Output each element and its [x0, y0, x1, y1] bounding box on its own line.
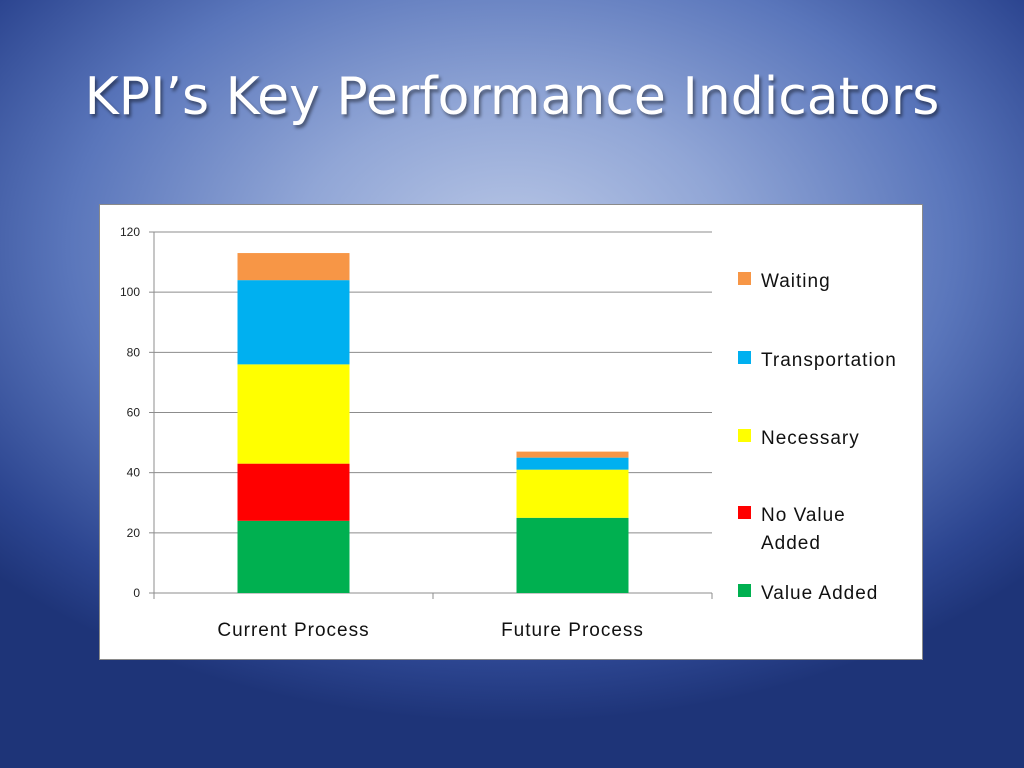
legend-label: Transportation — [761, 350, 897, 371]
bar-transportation — [237, 280, 350, 365]
legend-swatch-waiting — [738, 272, 751, 285]
legend-swatch-necessary — [738, 429, 751, 442]
bar-value-added — [237, 520, 350, 593]
bar-value-added — [516, 517, 629, 593]
legend-swatch-transportation — [738, 351, 751, 364]
y-tick-label: 100 — [120, 285, 140, 299]
stacked-bar-chart: 0 20 40 60 80 100 120 Current Process Future Pro… — [120, 225, 897, 641]
legend-swatch-no-value-added — [738, 506, 751, 519]
bar-no-value-added — [237, 463, 350, 521]
slide-title: KPI’s Key Performance Indicators — [84, 67, 940, 127]
bar-necessary — [237, 364, 350, 464]
legend-label: Necessary — [761, 428, 860, 449]
legend-swatch-value-added — [738, 584, 751, 597]
y-tick-label: 120 — [120, 225, 140, 239]
legend-label: Added — [761, 533, 821, 554]
bar-waiting — [237, 253, 350, 281]
legend-label: No Value — [761, 505, 846, 526]
legend-label: Value Added — [761, 583, 878, 604]
category-label: Future Process — [501, 620, 644, 641]
chart-panel: 0 20 40 60 80 100 120 Current Process Future Pro… — [99, 204, 923, 660]
bar-waiting — [516, 451, 629, 458]
y-tick-label: 0 — [133, 586, 140, 600]
y-tick-label: 40 — [127, 466, 141, 480]
category-label: Current Process — [217, 620, 369, 641]
legend-label: Waiting — [761, 271, 831, 292]
bar-necessary — [516, 469, 629, 518]
y-tick-label: 20 — [127, 526, 141, 540]
bar-transportation — [516, 457, 629, 470]
y-tick-label: 60 — [127, 406, 141, 420]
y-tick-label: 80 — [127, 345, 141, 359]
